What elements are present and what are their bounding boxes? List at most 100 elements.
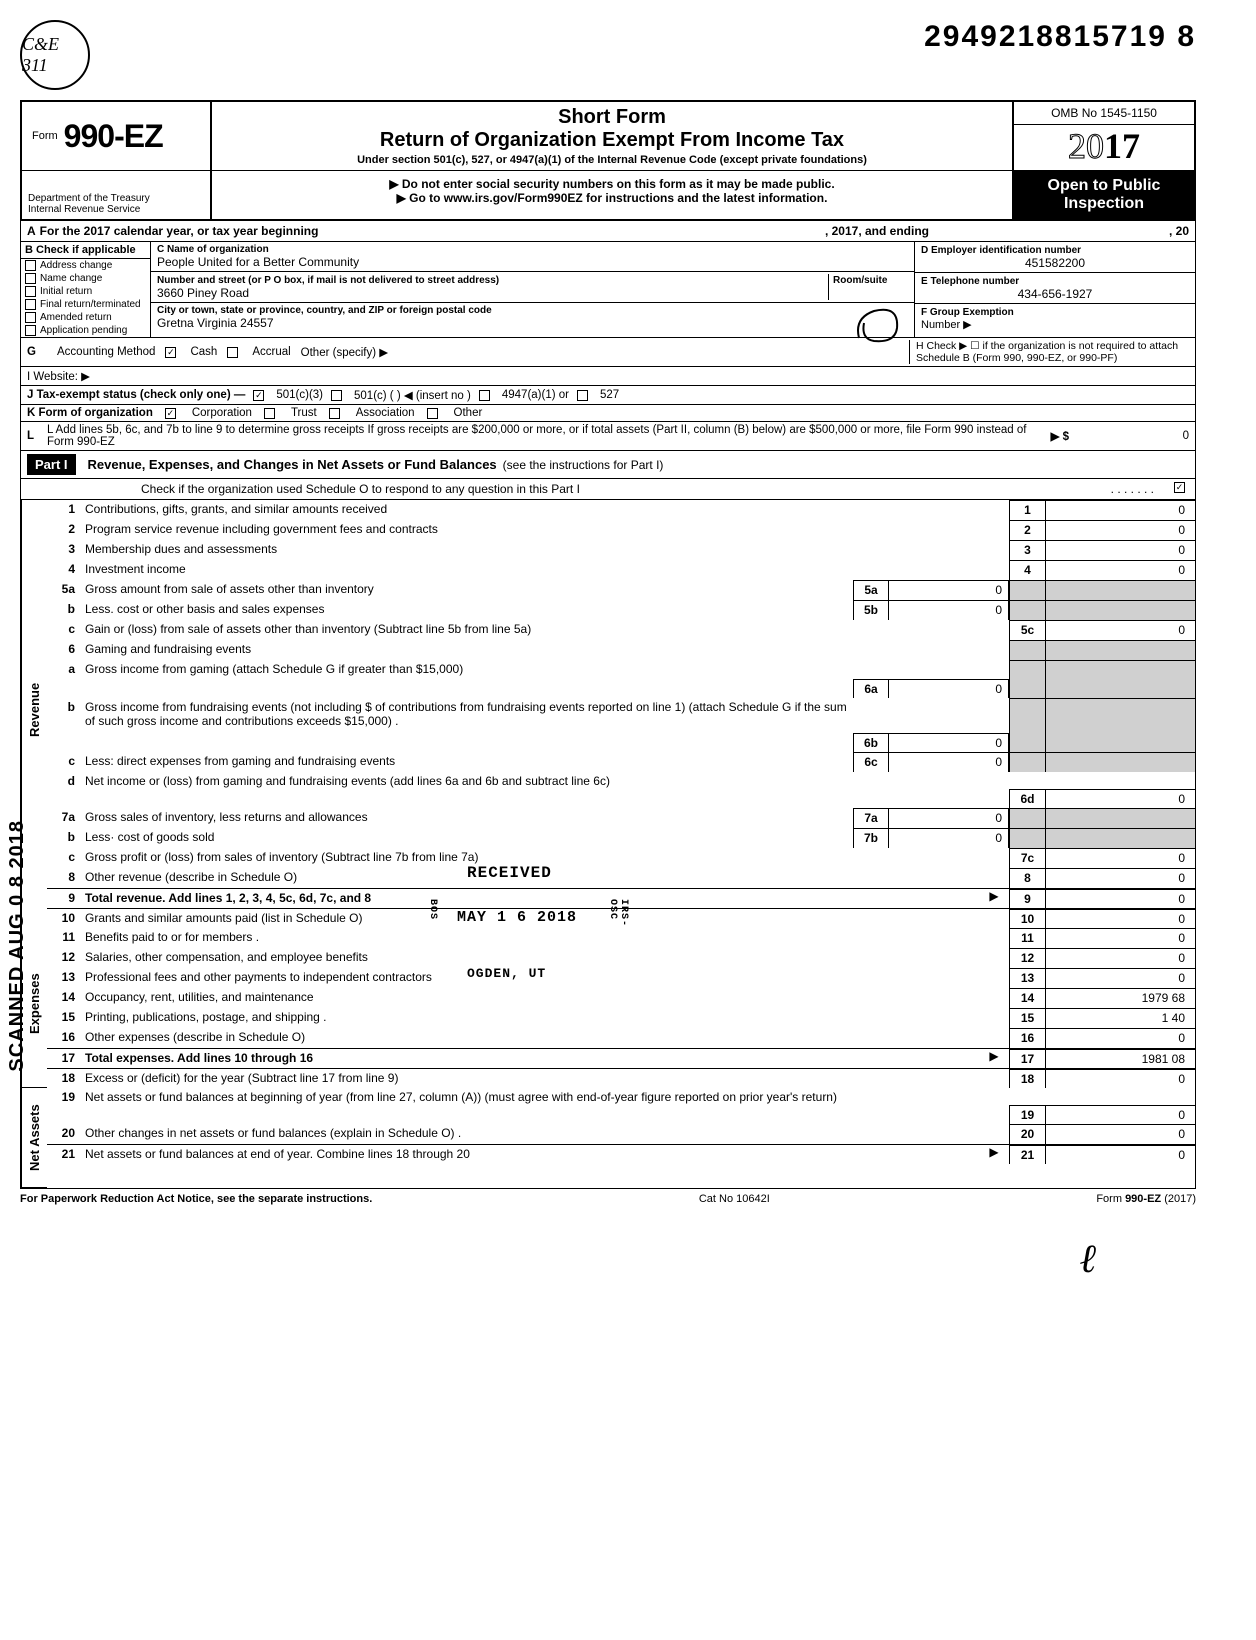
part1-label: Part I xyxy=(27,454,76,475)
footer: For Paperwork Reduction Act Notice, see … xyxy=(20,1189,1196,1205)
l19-desc: Net assets or fund balances at beginning… xyxy=(81,1088,1009,1124)
l7a-mv: 0 xyxy=(889,808,1009,828)
city-lbl: City or town, state or province, country… xyxy=(157,305,908,316)
side-revenue: Revenue xyxy=(21,500,47,920)
l14-desc: Occupancy, rent, utilities, and maintena… xyxy=(81,988,1009,1008)
l11-desc: Benefits paid to or for members . xyxy=(81,928,1009,948)
chk-pending[interactable]: Application pending xyxy=(21,324,150,337)
chk-527[interactable] xyxy=(577,390,588,401)
name-lbl: C Name of organization xyxy=(157,244,908,255)
l3-val: 0 xyxy=(1045,540,1195,560)
l6a-desc: Gross income from gaming (attach Schedul… xyxy=(81,660,853,698)
chk-corp[interactable]: ✓ xyxy=(165,408,176,419)
part1-title: Revenue, Expenses, and Changes in Net As… xyxy=(88,457,497,472)
main-title: Return of Organization Exempt From Incom… xyxy=(220,129,1004,152)
j-a: 501(c)(3) xyxy=(276,389,323,401)
header-row2: Department of the Treasury Internal Reve… xyxy=(20,170,1196,221)
l13-val: 0 xyxy=(1045,968,1195,988)
website: I Website: ▶ xyxy=(27,369,90,383)
chk-amended[interactable]: Amended return xyxy=(21,311,150,324)
chk-name[interactable]: Name change xyxy=(21,272,150,285)
chk-initial[interactable]: Initial return xyxy=(21,285,150,298)
col-c: C Name of organization People United for… xyxy=(151,242,915,337)
signature-mark: ℓ xyxy=(20,1205,1196,1282)
footer-right: Form 990-EZ (2017) xyxy=(1096,1193,1196,1205)
l5b-mv: 0 xyxy=(889,600,1009,620)
l5c-desc: Gain or (loss) from sale of assets other… xyxy=(81,620,1009,640)
l16-val: 0 xyxy=(1045,1028,1195,1048)
l6b-mv: 0 xyxy=(889,733,1009,752)
col-b-header: B Check if applicable xyxy=(21,242,150,259)
l15-val: 1 40 xyxy=(1045,1008,1195,1028)
row-k: K Form of organization ✓Corporation Trus… xyxy=(21,405,1195,422)
chk-501c[interactable] xyxy=(331,390,342,401)
check-o-row: Check if the organization used Schedule … xyxy=(20,479,1196,500)
l5a-mv: 0 xyxy=(889,580,1009,600)
l4-desc: Investment income xyxy=(81,560,1009,580)
chk-501c3[interactable]: ✓ xyxy=(253,390,264,401)
chk-address[interactable]: Address change xyxy=(21,259,150,272)
open-public: Open to Public Inspection xyxy=(1014,171,1194,219)
l6d-val: 0 xyxy=(1045,789,1195,808)
footer-mid: Cat No 10642I xyxy=(699,1193,770,1205)
l5a-desc: Gross amount from sale of assets other t… xyxy=(81,580,853,600)
addr-lbl: Number and street (or P O box, if mail i… xyxy=(157,275,499,286)
l1-val: 0 xyxy=(1045,500,1195,520)
dept2: Internal Revenue Service xyxy=(28,204,204,215)
form-word: Form xyxy=(32,130,58,142)
chk-lbl: Initial return xyxy=(40,286,92,297)
received-stamp: RECEIVED xyxy=(467,864,552,882)
footer-left: For Paperwork Reduction Act Notice, see … xyxy=(20,1193,372,1205)
dln: 2949218815719 8 xyxy=(924,20,1196,54)
l2-desc: Program service revenue including govern… xyxy=(81,520,1009,540)
chk-assoc[interactable] xyxy=(329,408,340,419)
other-lbl: Other (specify) ▶ xyxy=(301,345,388,359)
chk-accrual[interactable] xyxy=(227,347,238,358)
row-a-prefix: A xyxy=(27,224,36,238)
ogden-stamp: OGDEN, UT xyxy=(467,966,546,981)
row-a-text: For the 2017 calendar year, or tax year … xyxy=(40,224,319,238)
l9-desc: Total revenue. Add lines 1, 2, 3, 4, 5c,… xyxy=(85,891,371,905)
j-c: 4947(a)(1) or xyxy=(502,389,569,401)
l10-val: 0 xyxy=(1045,909,1195,928)
accrual-lbl: Accrual xyxy=(252,346,290,358)
e-lbl: E Telephone number xyxy=(921,276,1019,287)
f-lbl: F Group Exemption xyxy=(921,307,1014,318)
irs-stamp: IRS-OSC xyxy=(607,899,629,928)
chk-lbl: Application pending xyxy=(40,325,127,336)
l6c-mv: 0 xyxy=(889,752,1009,772)
chk-sched-o[interactable]: ✓ xyxy=(1174,482,1185,493)
row-l: L L Add lines 5b, 6c, and 7b to line 9 t… xyxy=(21,422,1195,450)
chk-cash[interactable]: ✓ xyxy=(165,347,176,358)
chk-lbl: Final return/terminated xyxy=(40,299,141,310)
l16-desc: Other expenses (describe in Schedule O) xyxy=(81,1028,1009,1048)
f-lbl2: Number ▶ xyxy=(921,319,972,331)
section-bcde: B Check if applicable Address change Nam… xyxy=(20,242,1196,338)
lines-table: Revenue Expenses Net Assets 1Contributio… xyxy=(20,500,1196,1189)
arrow: ▶ xyxy=(979,889,1009,908)
chk-trust[interactable] xyxy=(264,408,275,419)
part1-header: Part I Revenue, Expenses, and Changes in… xyxy=(20,451,1196,479)
l-arrow: ▶ $ xyxy=(1051,429,1069,443)
form-number-cell: Form 990-EZ xyxy=(22,102,212,170)
instructions-cell: Do not enter social security numbers on … xyxy=(212,171,1014,219)
l7a-desc: Gross sales of inventory, less returns a… xyxy=(81,808,853,828)
l6a-mv: 0 xyxy=(889,679,1009,698)
chk-lbl: Address change xyxy=(40,260,112,271)
col-de: D Employer identification number 4515822… xyxy=(915,242,1195,337)
l7b-mv: 0 xyxy=(889,828,1009,848)
chk-4947[interactable] xyxy=(479,390,490,401)
ein: 451582200 xyxy=(921,256,1189,270)
chk-lbl: Name change xyxy=(40,273,102,284)
h-cell: H Check ▶ ☐ if the organization is not r… xyxy=(909,340,1189,364)
chk-other[interactable] xyxy=(427,408,438,419)
warn1: Do not enter social security numbers on … xyxy=(218,177,1006,191)
l17-val: 1981 08 xyxy=(1045,1049,1195,1068)
row-g-i-h: G Accounting Method ✓Cash Accrual Other … xyxy=(21,338,1195,367)
title-cell: Short Form Return of Organization Exempt… xyxy=(212,102,1014,170)
org-name: People United for a Better Community xyxy=(157,255,908,269)
row-a-end: , 20 xyxy=(1169,224,1189,238)
l18-val: 0 xyxy=(1045,1069,1195,1088)
chk-final[interactable]: Final return/terminated xyxy=(21,298,150,311)
dept1: Department of the Treasury xyxy=(28,193,204,204)
